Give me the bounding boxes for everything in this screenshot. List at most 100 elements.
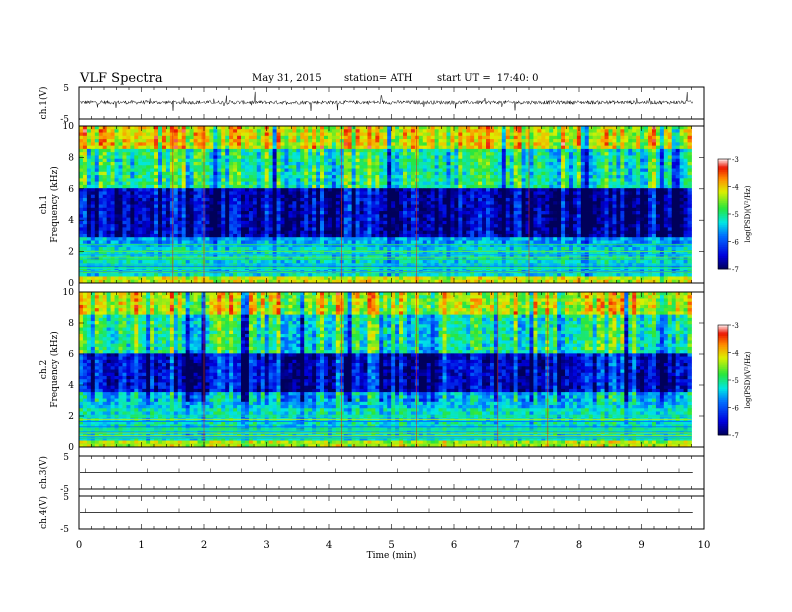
spectrogram-cell [272,279,277,284]
spectrogram-cell [462,191,467,196]
spectrogram-cell [434,158,439,163]
spectrogram-cell [209,276,214,281]
spectrogram-cell [110,184,115,189]
spectrogram-cell [335,175,341,179]
spectrogram-cell [355,201,360,205]
spectrogram-cell [173,243,179,248]
spectrogram-cell [181,129,187,133]
spectrogram-cell [355,171,360,176]
spectrogram-cell [371,158,376,163]
spectrogram-cell [351,171,357,176]
spectrogram-cell [450,188,455,192]
spectrogram-cell [197,253,202,258]
spectrogram-cell [106,230,112,235]
spectrogram-cell [193,276,198,281]
spectrogram-cell [379,191,384,196]
spectrogram-cell [86,126,92,130]
spectrogram-cell [252,207,258,212]
spectrogram-cell [264,161,270,166]
spectrogram-cell [296,217,301,222]
spectrogram-cell [177,207,183,212]
spectrogram-cell [339,129,345,133]
spectrogram-cell [442,145,447,150]
spectrogram-cell [438,273,443,277]
spectrogram-cell [150,227,155,232]
spectrogram-cell [414,197,420,202]
spectrogram-cell [225,253,230,258]
spectrogram-cell [94,197,100,202]
spectrogram-cell [126,132,131,137]
spectrogram-cell [110,273,115,277]
spectrogram-cell [197,145,202,150]
spectrogram-cell [114,233,119,238]
spectrogram-cell [106,233,112,238]
spectrogram-cell [205,129,210,133]
spectrogram-cell [403,191,408,196]
spectrogram-cell [126,273,131,277]
spectrogram-cell [94,247,100,251]
spectrogram-cell [375,224,380,228]
spectrogram-cell [292,181,297,186]
spectrogram-cell [446,201,451,205]
spectrogram-cell [474,260,479,264]
spectrogram-cell [343,135,349,140]
spectrogram-cell [86,142,92,147]
spectrogram-cell [343,204,349,209]
spectrogram-cell [367,158,372,163]
spectrogram-cell [359,207,364,212]
spectrogram-cell [130,279,135,284]
spectrogram-cell [426,207,432,212]
spectrogram-cell [146,230,151,235]
spectrogram-cell [181,250,187,254]
spectrogram-cell [343,240,349,245]
spectrogram-cell [426,194,432,199]
spectrogram-cell [94,194,100,199]
spectrogram-cell [130,207,135,212]
spectrogram-cell [185,247,191,251]
spectrogram-cell [110,145,115,150]
spectrogram-cell [446,260,451,264]
spectrogram-cell [248,224,254,228]
spectrogram-cell [233,279,238,284]
spectrogram-cell [418,240,424,245]
spectrogram-cell [213,129,218,133]
spectrogram-cell [94,139,100,143]
spectrogram-cell [410,197,416,202]
spectrogram-cell [327,129,333,133]
spectrogram-cell [126,279,131,284]
spectrogram-cell [367,142,372,147]
spectrogram-cell [217,135,222,140]
spectrogram-cell [478,217,483,222]
spectrogram-cell [134,247,139,251]
spectrogram-cell [233,178,238,182]
spectrogram-cell [331,243,337,248]
spectrogram-cell [256,207,262,212]
spectrogram-cell [173,139,179,143]
spectrogram-cell [158,224,163,228]
spectrogram-cell [395,155,400,160]
spectrogram-cell [430,135,436,140]
spectrogram-cell [225,142,230,147]
spectrogram-cell [339,197,345,202]
spectrogram-cell [114,240,119,245]
spectrogram-cell [414,211,420,215]
spectrogram-cell [237,247,242,251]
spectrogram-cell [320,152,325,156]
spectrogram-cell [406,279,412,284]
spectrogram-cell [399,243,404,248]
spectrogram-cell [284,132,289,137]
spectrogram-cell [367,279,372,284]
spectrogram-cell [86,139,92,143]
spectrogram-cell [478,230,483,235]
spectrogram-cell [446,273,451,277]
spectrogram-cell [406,227,412,232]
spectrogram-cell [237,135,242,140]
spectrogram-cell [165,126,171,130]
spectrogram-cell [426,175,432,179]
spectrogram-cell [197,260,202,264]
spectrogram-cell [327,178,333,182]
spectrogram-cell [264,165,270,169]
spectrogram-cell [98,227,104,232]
spectrogram-cell [165,279,171,284]
spectrogram-cell [426,253,432,258]
